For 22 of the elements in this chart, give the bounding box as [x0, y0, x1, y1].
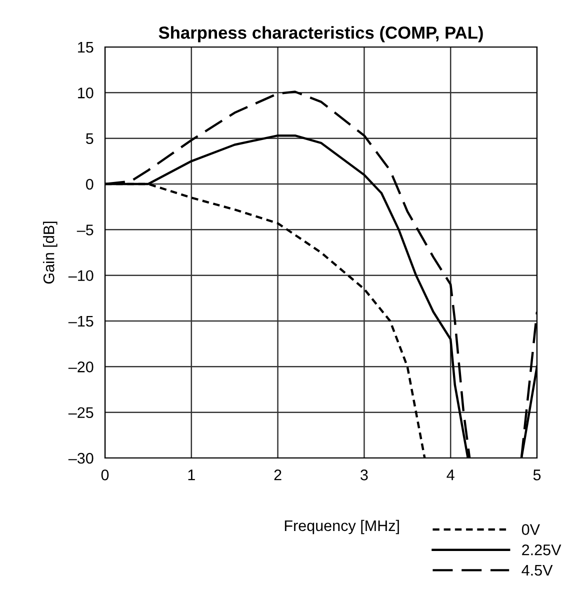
x-tick-label: 1	[188, 470, 195, 480]
y-tick-label: –5	[76, 224, 94, 236]
x-axis-title: Frequency [MHz]	[284, 520, 399, 534]
y-tick-label: –25	[68, 407, 94, 418]
x-tick-label: 3	[360, 470, 368, 480]
y-tick-label: 15	[78, 42, 94, 53]
y-tick-label: –20	[68, 362, 94, 372]
y-tick-label: –30	[68, 452, 94, 464]
y-tick-label: –15	[68, 316, 94, 327]
x-tick-label: 5	[533, 470, 541, 480]
y-tick-label: –10	[68, 270, 94, 282]
x-tick-label: 4	[446, 470, 454, 480]
y-axis-title: Gain [dB]	[43, 222, 58, 284]
chart-title: Sharpness characteristics (COMP, PAL)	[158, 26, 483, 42]
x-tick-label: 2	[274, 470, 282, 480]
legend-label: 4.5V	[522, 565, 553, 576]
x-tick-label: 0	[101, 470, 109, 480]
y-tick-label: 10	[78, 88, 94, 98]
y-tick-label: 5	[86, 133, 94, 144]
y-tick-label: 0	[86, 178, 94, 190]
legend-label: 2.25V	[522, 544, 562, 556]
legend-label: 0V	[522, 524, 540, 535]
